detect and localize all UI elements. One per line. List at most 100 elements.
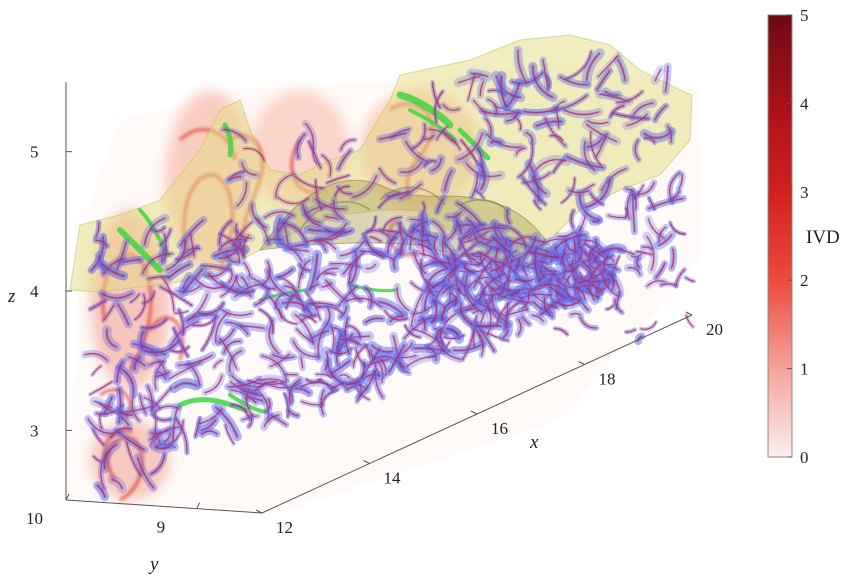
vortex-tube	[434, 124, 450, 143]
vortex-tube	[469, 324, 487, 359]
colorbar-ticks: 0 1 2 3 4 5	[787, 6, 809, 467]
vortex-tube	[486, 136, 506, 148]
vortex-tube	[448, 240, 479, 267]
vortex-tube	[482, 115, 495, 139]
colorbar-bar	[767, 14, 793, 458]
vortex-tube	[559, 176, 577, 205]
vortex-tube	[439, 280, 459, 298]
vortex-tube	[302, 235, 340, 254]
vortex-tube	[124, 352, 150, 371]
vortex-tube	[587, 243, 600, 264]
x-tick-1	[363, 460, 370, 464]
vortex-tube	[259, 282, 277, 292]
vortex-tube	[219, 126, 249, 144]
vortex-tube	[507, 234, 534, 249]
vortex-tube	[476, 77, 488, 100]
vortex-tube	[399, 226, 418, 256]
vortex-tube	[161, 418, 186, 451]
vortex-tube	[465, 249, 485, 258]
vortex-tube	[501, 235, 520, 276]
axis-ticks: 3 4 5 12 14 16 18 20 9 10	[26, 143, 723, 537]
vortex-tube	[323, 357, 348, 388]
vortex-tube	[401, 314, 435, 342]
colorbar-tick-label-5: 5	[800, 6, 809, 25]
vortex-tube	[622, 185, 641, 200]
vortex-tube	[440, 166, 456, 195]
vortex-tube	[291, 384, 314, 398]
vortex-tube	[102, 325, 122, 352]
vortex-tube	[509, 248, 532, 277]
vortex-tube	[638, 320, 659, 332]
vortex-tube	[585, 284, 600, 300]
vortex-tube	[259, 352, 290, 384]
vortex-tube	[581, 175, 615, 212]
vortex-tube	[149, 224, 168, 234]
vortex-tube	[402, 352, 441, 372]
vortex-tube	[569, 264, 579, 284]
vortex-tube	[168, 402, 183, 448]
vortex-tube	[211, 308, 232, 347]
vortex-tube	[112, 298, 133, 329]
vortex-tube	[395, 236, 409, 260]
vortex-tube	[226, 169, 247, 182]
vortex-tube	[600, 253, 611, 275]
vortex-tube	[456, 235, 475, 265]
vortex-tube	[253, 214, 273, 248]
vortex-tube	[353, 345, 368, 368]
vortex-tube	[667, 188, 683, 203]
vortex-tube	[650, 64, 666, 86]
vortex-tube	[421, 264, 452, 294]
vortex-tube	[453, 128, 488, 165]
vortex-tube	[414, 240, 442, 267]
vortex-tube	[416, 230, 440, 242]
x-tick-2	[470, 410, 478, 415]
vortex-tube	[284, 291, 298, 311]
vortex-tube	[159, 427, 176, 447]
vortex-tube	[199, 262, 233, 273]
vortex-tube	[427, 294, 442, 328]
vortex-tube	[526, 281, 562, 295]
vortex-tube	[136, 392, 149, 418]
vortex-tube	[607, 270, 618, 294]
vortex-tube	[255, 374, 291, 387]
vortex-tube	[374, 296, 408, 320]
vortex-tube	[431, 325, 450, 338]
vortex-tube	[463, 215, 480, 234]
vortex-tube	[377, 355, 390, 380]
vortex-tube	[319, 152, 334, 179]
vortex-tube	[589, 244, 617, 267]
vortex-tube	[437, 295, 462, 325]
vortex-tube	[178, 264, 208, 298]
vortex-tube	[290, 310, 318, 350]
vortex-tube	[634, 179, 658, 198]
vortex-tube	[133, 453, 158, 492]
vortex-tube	[263, 396, 274, 415]
vortex-tube	[157, 226, 174, 248]
vortex-tube	[430, 80, 443, 111]
vortex-tube	[257, 307, 276, 336]
vortex-tube	[532, 116, 566, 131]
vortex-tube	[457, 299, 477, 329]
vortex-tube	[561, 260, 584, 277]
vortex-tube	[248, 200, 271, 232]
vortex-tube	[97, 412, 105, 431]
vortex-tube	[430, 231, 442, 259]
vortex-tube	[310, 145, 319, 166]
vortex-tube	[642, 231, 659, 275]
vortex-tube	[376, 165, 398, 186]
vortex-tube	[196, 300, 227, 317]
vortex-tube	[463, 273, 491, 294]
vortex-tube	[418, 257, 437, 291]
vortex-tube	[176, 307, 187, 337]
y-tick-label-0: 9	[157, 518, 166, 537]
vortex-tube	[109, 426, 134, 440]
vortex-tube	[333, 184, 351, 198]
vortex-tube	[100, 302, 117, 323]
vortex-tube	[313, 319, 332, 363]
vortex-tube	[449, 340, 488, 355]
vortex-tube	[461, 305, 479, 313]
vortex-tube	[229, 241, 246, 259]
vortex-tube	[92, 219, 102, 240]
vortex-tube	[275, 212, 294, 236]
vortex-tube	[564, 49, 594, 82]
